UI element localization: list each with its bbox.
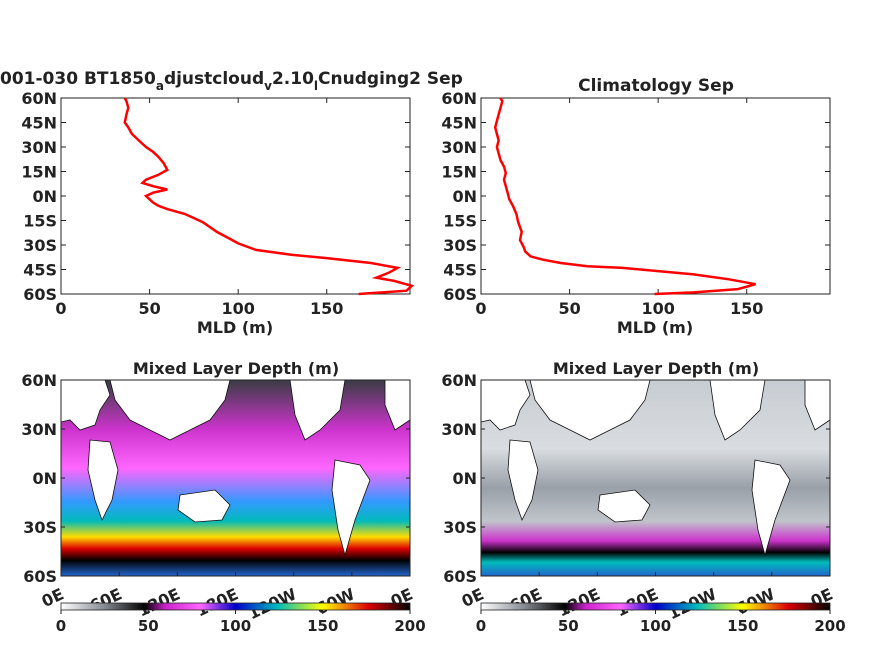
colorbar-tick-label: 200 xyxy=(394,617,425,635)
colorbar-tick-label: 150 xyxy=(307,617,338,635)
panel1-yticks: 60S 45S 30S 15S 0N 15N 30N 45N 60N xyxy=(21,89,410,304)
xtick-label: 180E xyxy=(613,584,661,620)
xtick-label: 60W xyxy=(733,584,778,618)
ytick-label: 30N xyxy=(441,138,477,157)
ytick-label: 15N xyxy=(441,163,477,182)
xtick-label: 120E xyxy=(555,584,603,620)
ytick-label: 60N xyxy=(441,89,477,108)
ytick-label: 0N xyxy=(32,469,57,488)
colorbar-tick-label: 150 xyxy=(727,617,758,635)
xtick-label: 60E xyxy=(507,584,545,615)
xtick-label: 150 xyxy=(730,299,763,318)
colorbar-tick-label: 200 xyxy=(814,617,845,635)
ytick-label: 60S xyxy=(23,285,57,304)
ytick-label: 30N xyxy=(21,420,57,439)
panel1-title: 001-030 BT1850adjustcloudv2.10lCnudging2… xyxy=(0,69,463,93)
xtick-label: 50 xyxy=(138,299,160,318)
xtick-label: 50 xyxy=(558,299,580,318)
panel2-yticks: 60S 45S 30S 15S 0N 15N 30N 45N 60N xyxy=(441,89,830,304)
ytick-label: 0N xyxy=(452,469,477,488)
ytick-label: 30S xyxy=(23,518,57,537)
panel3-title: Mixed Layer Depth (m) xyxy=(133,359,339,378)
xtick-label: 150 xyxy=(310,299,343,318)
ytick-label: 60S xyxy=(23,567,57,586)
panel3-continents xyxy=(60,379,411,557)
ytick-label: 60N xyxy=(21,371,57,390)
panel3-colorbar-ticks: 0 50 100 150 200 xyxy=(56,610,426,635)
panel3-colorbar xyxy=(60,602,411,611)
ytick-label: 45N xyxy=(21,114,57,133)
ytick-label: 30S xyxy=(23,236,57,255)
panel4-xticks: 0E60E120E180E120W60W0E xyxy=(459,572,836,623)
panel3-yticks: 60S 30S 0N 30N 60N xyxy=(21,371,410,586)
panel1-axes xyxy=(60,97,411,295)
ytick-label: 60S xyxy=(443,285,477,304)
panel2-series-line xyxy=(493,97,756,296)
panel4-colorbar-ticks: 0 50 100 150 200 xyxy=(476,610,846,635)
colorbar-tick-label: 100 xyxy=(640,617,671,635)
ytick-label: 30N xyxy=(441,420,477,439)
panel2-xlabel: MLD (m) xyxy=(617,318,693,337)
ytick-label: 30S xyxy=(443,236,477,255)
colorbar-tick-label: 0 xyxy=(476,617,486,635)
panel4-title: Mixed Layer Depth (m) xyxy=(553,359,759,378)
ytick-label: 15N xyxy=(21,163,57,182)
xtick-label: 180E xyxy=(193,584,241,620)
ytick-label: 30S xyxy=(443,518,477,537)
colorbar-tick-label: 100 xyxy=(220,617,251,635)
xtick-label: 60E xyxy=(87,584,125,615)
panel4-continents xyxy=(480,379,831,557)
ytick-label: 0N xyxy=(452,187,477,206)
ytick-label: 60S xyxy=(443,567,477,586)
xtick-label: 60W xyxy=(313,584,358,618)
panel2-xticks: 0 50 100 150 xyxy=(475,98,763,318)
profile-panel-model: 001-030 BT1850adjustcloudv2.10lCnudging2… xyxy=(0,69,463,337)
ytick-label: 45N xyxy=(441,114,477,133)
ytick-label: 15S xyxy=(23,212,57,231)
xtick-label: 100 xyxy=(641,299,674,318)
ytick-label: 60N xyxy=(441,371,477,390)
profile-panel-climatology: Climatology Sep 60S45S30S15S0N15N30N45N6… xyxy=(441,76,831,337)
panel4-yticks: 60S 30S 0N 30N 60N xyxy=(441,371,830,586)
ytick-label: 45S xyxy=(443,261,477,280)
colorbar-tick-label: 50 xyxy=(138,617,159,635)
panel2-title: Climatology Sep xyxy=(578,76,734,96)
colorbar-tick-label: 50 xyxy=(558,617,579,635)
panel4-colorbar xyxy=(480,602,831,611)
xtick-label: 100 xyxy=(221,299,254,318)
panel1-xlabel: MLD (m) xyxy=(197,318,273,337)
panel3-xticks: 0E60E120E180E120W60W0E xyxy=(39,572,416,623)
colorbar-tick-label: 0 xyxy=(56,617,66,635)
ytick-label: 15S xyxy=(443,212,477,231)
ytick-label: 0N xyxy=(32,187,57,206)
xtick-label: 0 xyxy=(475,299,486,318)
ytick-label: 30N xyxy=(21,138,57,157)
xtick-label: 0 xyxy=(55,299,66,318)
panel1-xticks: 0 50 100 150 xyxy=(55,98,343,318)
xtick-label: 120E xyxy=(135,584,183,620)
panel2-axes xyxy=(480,97,831,295)
ytick-label: 60N xyxy=(21,89,57,108)
panel1-series-line xyxy=(123,97,415,296)
ytick-label: 45S xyxy=(23,261,57,280)
